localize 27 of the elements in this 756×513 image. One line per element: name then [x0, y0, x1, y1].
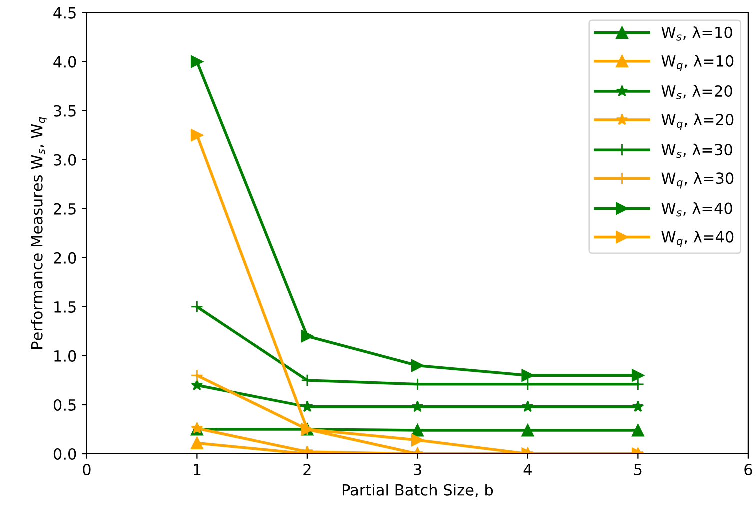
- y-tick-label: 1.5: [54, 302, 76, 313]
- x-tick-label: 1: [194, 464, 201, 476]
- x-tick-label: 2: [304, 464, 311, 476]
- x-tick-label: 6: [744, 464, 752, 476]
- y-tick-label: 0.0: [54, 448, 76, 460]
- y-tick-label: 4.0: [54, 56, 76, 68]
- legend-label: W$_{s}$, λ=20: [662, 85, 732, 100]
- y-tick-label: 4.5: [54, 7, 76, 19]
- legend-label: W$_{s}$, λ=30: [662, 144, 732, 158]
- legend-label: W$_{q}$, λ=10: [662, 55, 734, 72]
- legend-label: W$_{s}$, λ=40: [662, 202, 732, 217]
- legend-label: W$_{q}$, λ=40: [662, 231, 734, 248]
- y-tick-label: 2.0: [54, 252, 76, 264]
- y-axis-title: Performance Measures W$_{s}$, W$_{q}$: [31, 117, 48, 349]
- x-tick-label: 3: [414, 464, 422, 476]
- legend-label: W$_{q}$, λ=30: [662, 172, 734, 189]
- y-tick-label: 3.5: [54, 105, 76, 117]
- legend-label: W$_{q}$, λ=20: [662, 114, 734, 130]
- y-tick-label: 0.5: [54, 399, 76, 412]
- x-tick-label: 4: [524, 464, 532, 476]
- x-tick-label: 5: [634, 464, 642, 476]
- x-axis-title: Partial Batch Size, b: [342, 484, 494, 498]
- x-tick-label: 0: [83, 464, 91, 476]
- y-tick-label: 2.5: [54, 203, 76, 215]
- y-tick-label: 1.0: [54, 350, 76, 362]
- y-tick-label: 3.0: [54, 154, 76, 166]
- legend-label: W$_{s}$, λ=10: [662, 26, 732, 41]
